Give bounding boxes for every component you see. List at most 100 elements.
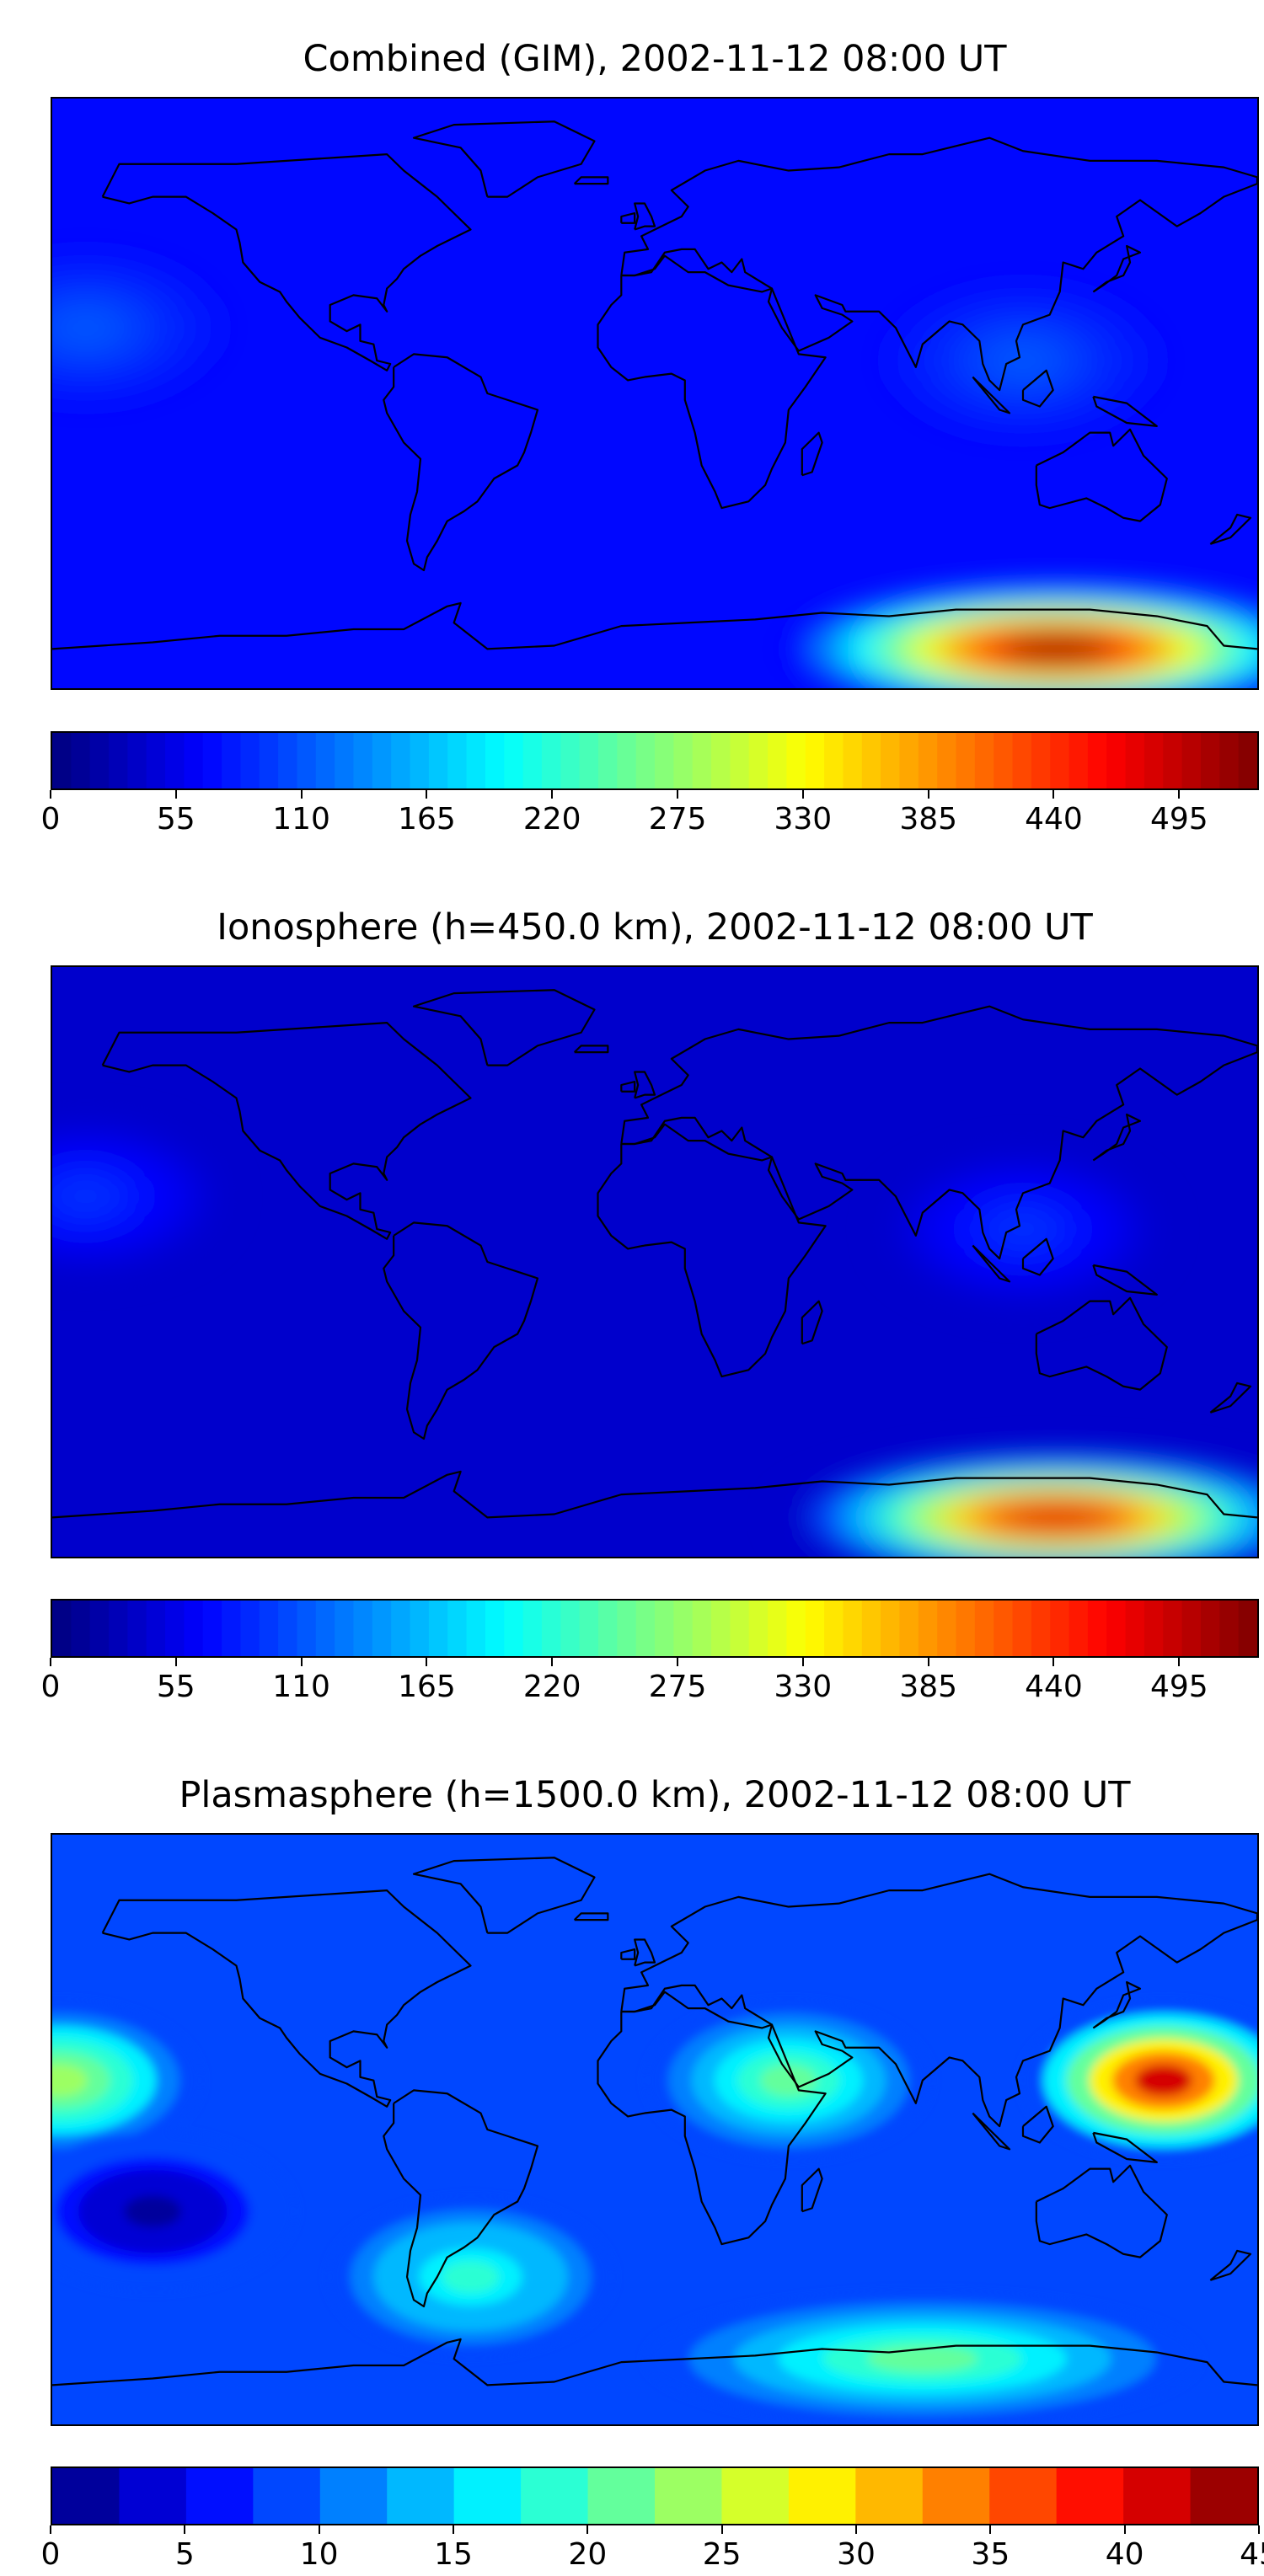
colorbar-swatch — [466, 733, 486, 788]
coastline — [1035, 1296, 1168, 1391]
colorbar-swatch — [127, 1601, 147, 1656]
colorbar-swatch — [1163, 1601, 1183, 1656]
coastline — [620, 136, 1257, 392]
colorbar-tick-label: 0 — [40, 802, 61, 836]
colorbar-tick-label: 495 — [1149, 802, 1208, 836]
colorbar-tick-label: 110 — [272, 802, 330, 836]
colorbar-swatch — [655, 1601, 675, 1656]
colorbar-swatch — [52, 1601, 72, 1656]
colorbar-swatch — [617, 1601, 637, 1656]
colorbar-swatch — [1181, 1601, 1202, 1656]
coastline — [1092, 1113, 1142, 1162]
colorbar-swatch — [673, 1601, 694, 1656]
coastline — [412, 1857, 596, 1934]
coastline — [573, 1045, 609, 1054]
colorbar-swatch — [165, 1601, 185, 1656]
coastline — [101, 153, 472, 371]
colorbar-swatch — [1106, 1601, 1127, 1656]
coastline — [634, 1938, 656, 1967]
colorbar-swatch — [353, 733, 373, 788]
colorbar-swatch — [372, 733, 393, 788]
colorbar-tick-label: 10 — [299, 2537, 339, 2572]
colorbar-swatch — [184, 1601, 204, 1656]
colorbar-swatch — [635, 733, 656, 788]
colorbar-swatch — [918, 1601, 939, 1656]
colorbar-swatch — [353, 1601, 373, 1656]
coastline — [1021, 369, 1054, 408]
colorbar-swatch — [1087, 733, 1108, 788]
colorbar-tick-label: 55 — [156, 802, 195, 836]
coastline — [52, 1470, 1257, 1519]
pacific-enhancement-contour — [56, 312, 115, 345]
coastline — [597, 254, 827, 510]
colorbar-swatch — [222, 733, 242, 788]
coastline — [101, 1022, 472, 1240]
colorbar-tick-label: 35 — [971, 2537, 1010, 2572]
colorbar-swatch — [994, 733, 1014, 788]
colorbar-swatch — [52, 733, 72, 788]
colorbar-swatch — [1143, 1601, 1165, 1656]
southeast-pacific-minimum-contour — [124, 2195, 182, 2228]
colorbar-swatch — [1181, 733, 1202, 788]
coastline — [620, 1005, 1257, 1260]
colorbar-tick-mark — [300, 790, 303, 799]
colorbar-swatch — [1238, 733, 1257, 788]
plasmasphere-field — [52, 1835, 1257, 2424]
colorbar-swatch — [259, 1601, 279, 1656]
colorbar-tick-label: 0 — [40, 1670, 61, 1704]
colorbar-swatch — [109, 733, 129, 788]
colorbar-tick-mark — [1178, 1658, 1181, 1666]
colorbar-swatch — [447, 1601, 468, 1656]
colorbar-swatch — [673, 733, 694, 788]
colorbar-tick-mark — [801, 1658, 804, 1666]
colorbar-swatch — [1219, 733, 1240, 788]
plasmasphere-colorbar — [51, 2466, 1259, 2525]
colorbar-tick-label: 30 — [837, 2537, 876, 2572]
colorbar-swatch — [861, 1601, 881, 1656]
coastline — [972, 2112, 1011, 2151]
coastline — [1092, 1264, 1158, 1296]
colorbar-tick-mark — [551, 790, 554, 799]
colorbar-swatch — [1125, 733, 1145, 788]
colorbar-swatch — [119, 2468, 187, 2524]
colorbar-tick-label: 275 — [648, 1670, 707, 1704]
south-america-high-contour — [442, 2261, 500, 2293]
colorbar-swatch — [259, 733, 279, 788]
colorbar-tick-label: 220 — [522, 802, 581, 836]
colorbar-tick-mark — [426, 790, 428, 799]
combined-title: Combined (GIM), 2002-11-12 08:00 UT — [303, 38, 1007, 80]
colorbar-swatch — [1219, 1601, 1240, 1656]
coastline — [573, 176, 609, 185]
colorbar-swatch — [504, 733, 524, 788]
colorbar-tick-label: 495 — [1149, 1670, 1208, 1704]
central-pacific-high-contour — [52, 2064, 88, 2097]
colorbar-swatch — [428, 1601, 449, 1656]
colorbar-swatch — [387, 2468, 455, 2524]
coastline — [1021, 1237, 1054, 1276]
coastline — [573, 1912, 609, 1921]
colorbar-swatch — [109, 1601, 129, 1656]
colorbar-swatch — [721, 2468, 790, 2524]
coastline — [620, 1081, 636, 1093]
colorbar-tick-label: 0 — [40, 2537, 61, 2572]
colorbar-swatch — [974, 1601, 995, 1656]
colorbar-swatch — [974, 733, 995, 788]
colorbar-swatch — [635, 1601, 656, 1656]
colorbar-tick-label: 5 — [174, 2537, 195, 2572]
colorbar-swatch — [1238, 1601, 1257, 1656]
coastline — [620, 212, 636, 224]
colorbar-swatch — [1123, 2468, 1192, 2524]
coastline — [801, 431, 823, 477]
coastline — [383, 353, 539, 572]
colorbar-swatch — [1190, 2468, 1257, 2524]
colorbar-tick-mark — [1178, 790, 1181, 799]
colorbar-swatch — [89, 1601, 110, 1656]
colorbar-swatch — [335, 1601, 355, 1656]
coastline — [383, 1221, 539, 1440]
colorbar-swatch — [240, 1601, 260, 1656]
colorbar-swatch — [1031, 1601, 1052, 1656]
colorbar-swatch — [786, 733, 806, 788]
colorbar-swatch — [711, 1601, 731, 1656]
colorbar-swatch — [1125, 1601, 1145, 1656]
antarctic-maximum-contour — [1000, 1504, 1112, 1531]
